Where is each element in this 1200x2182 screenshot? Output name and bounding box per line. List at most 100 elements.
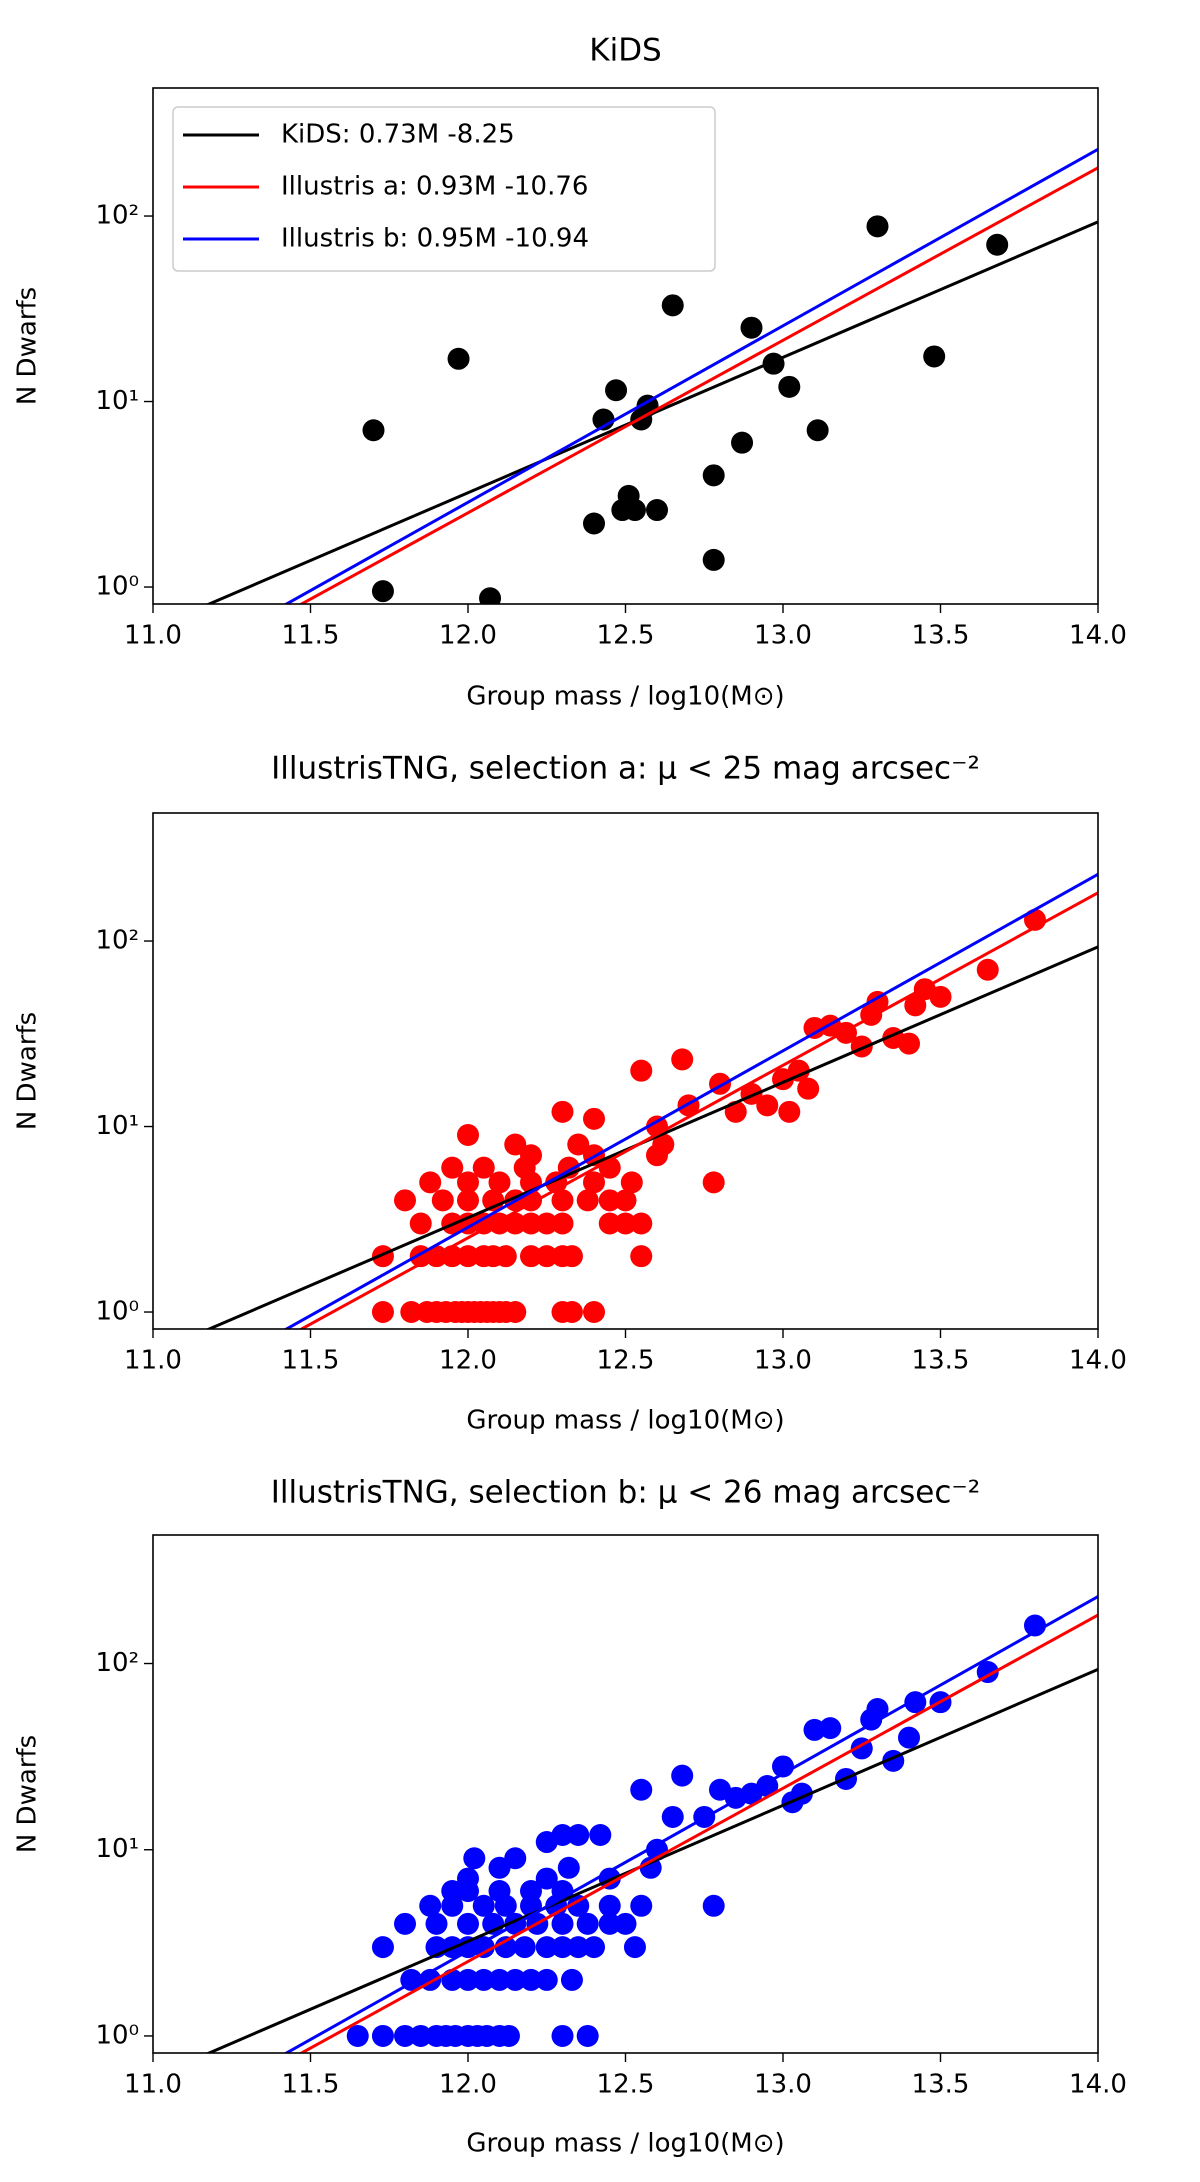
point <box>661 1805 684 1828</box>
x-tick-label: 12.0 <box>439 621 497 651</box>
point <box>535 1212 558 1235</box>
point <box>551 2024 574 2047</box>
point <box>702 464 725 487</box>
chart-title: IllustrisTNG, selection a: μ < 25 mag ar… <box>271 751 980 787</box>
point <box>504 1847 527 1870</box>
y-tick-label: 10² <box>95 201 139 231</box>
x-tick-label: 12.0 <box>439 1346 497 1376</box>
point <box>520 1968 542 1991</box>
x-tick-label: 11.0 <box>124 621 182 651</box>
point <box>560 1968 583 1991</box>
point <box>560 1245 583 1268</box>
x-axis-label: Group mass / log10(M⊙) <box>466 682 784 712</box>
point <box>463 1847 486 1870</box>
point <box>441 1156 464 1179</box>
point <box>598 1894 621 1917</box>
point <box>472 1156 495 1179</box>
x-tick-label: 11.5 <box>282 2070 340 2100</box>
x-tick-label: 14.0 <box>1069 621 1127 651</box>
point <box>431 1189 454 1212</box>
x-tick-label: 12.0 <box>439 2070 497 2100</box>
point <box>551 1212 574 1235</box>
point <box>504 1301 527 1324</box>
point <box>929 985 952 1008</box>
point <box>400 1301 423 1324</box>
point <box>671 1048 694 1071</box>
point <box>513 1936 536 1959</box>
x-tick-label: 12.5 <box>597 621 655 651</box>
point <box>551 1100 574 1123</box>
axes-frame <box>152 812 1099 1330</box>
point <box>598 1212 621 1235</box>
x-tick-label: 13.5 <box>912 1346 970 1376</box>
point <box>756 1094 779 1117</box>
point <box>441 1880 464 1903</box>
point <box>551 1823 574 1846</box>
x-tick-label: 11.0 <box>124 2070 182 2100</box>
point <box>504 1968 527 1991</box>
point <box>778 1100 801 1123</box>
point <box>488 1171 511 1194</box>
point <box>598 1912 621 1935</box>
point <box>362 419 385 442</box>
point <box>986 233 1009 256</box>
point <box>479 587 502 604</box>
point <box>520 1144 542 1167</box>
x-tick-label: 13.0 <box>754 621 812 651</box>
x-tick-label: 13.5 <box>912 621 970 651</box>
point <box>576 1189 599 1212</box>
point <box>425 1912 448 1935</box>
point <box>567 1823 590 1846</box>
point <box>797 1077 820 1100</box>
y-axis-label: N Dwarfs <box>13 1735 43 1853</box>
point <box>551 1189 574 1212</box>
point <box>557 1856 580 1879</box>
point <box>630 1778 653 1801</box>
x-tick-label: 14.0 <box>1069 2070 1127 2100</box>
point <box>447 347 470 370</box>
point <box>409 2024 432 2047</box>
point <box>488 1856 511 1879</box>
point <box>583 1301 605 1324</box>
point <box>535 1867 558 1890</box>
point <box>497 2024 520 2047</box>
point <box>494 1936 517 1959</box>
point <box>576 1912 599 1935</box>
chart-title: KiDS <box>589 33 662 69</box>
point <box>661 294 684 317</box>
point <box>371 2024 394 2047</box>
point <box>923 345 946 368</box>
point <box>614 1212 637 1235</box>
point <box>731 431 754 454</box>
point <box>567 1133 590 1156</box>
legend-label: KiDS: 0.73M -8.25 <box>281 120 515 150</box>
y-tick-label: 10¹ <box>95 386 139 416</box>
y-tick-label: 10¹ <box>95 1834 139 1864</box>
point <box>866 215 889 238</box>
fit-line <box>283 147 1098 604</box>
point <box>904 994 927 1017</box>
point <box>504 1212 527 1235</box>
point <box>639 1856 662 1879</box>
point <box>520 1212 542 1235</box>
fit-line <box>283 1595 1098 2053</box>
point <box>1024 1614 1046 1637</box>
point <box>457 1245 479 1268</box>
point <box>520 1245 542 1268</box>
legend-label: Illustris a: 0.93M -10.76 <box>281 172 588 202</box>
point <box>472 1936 495 1959</box>
point <box>419 1171 442 1194</box>
point <box>409 1212 432 1235</box>
x-tick-label: 13.0 <box>754 1346 812 1376</box>
fit-line <box>298 166 1098 604</box>
point <box>371 1936 394 1959</box>
point <box>457 1867 479 1890</box>
point <box>620 1171 643 1194</box>
point <box>457 1968 479 1991</box>
point <box>560 1301 583 1324</box>
point <box>583 1936 605 1959</box>
point <box>457 1912 479 1935</box>
point <box>488 1880 511 1903</box>
y-tick-label: 10⁰ <box>95 1297 139 1327</box>
